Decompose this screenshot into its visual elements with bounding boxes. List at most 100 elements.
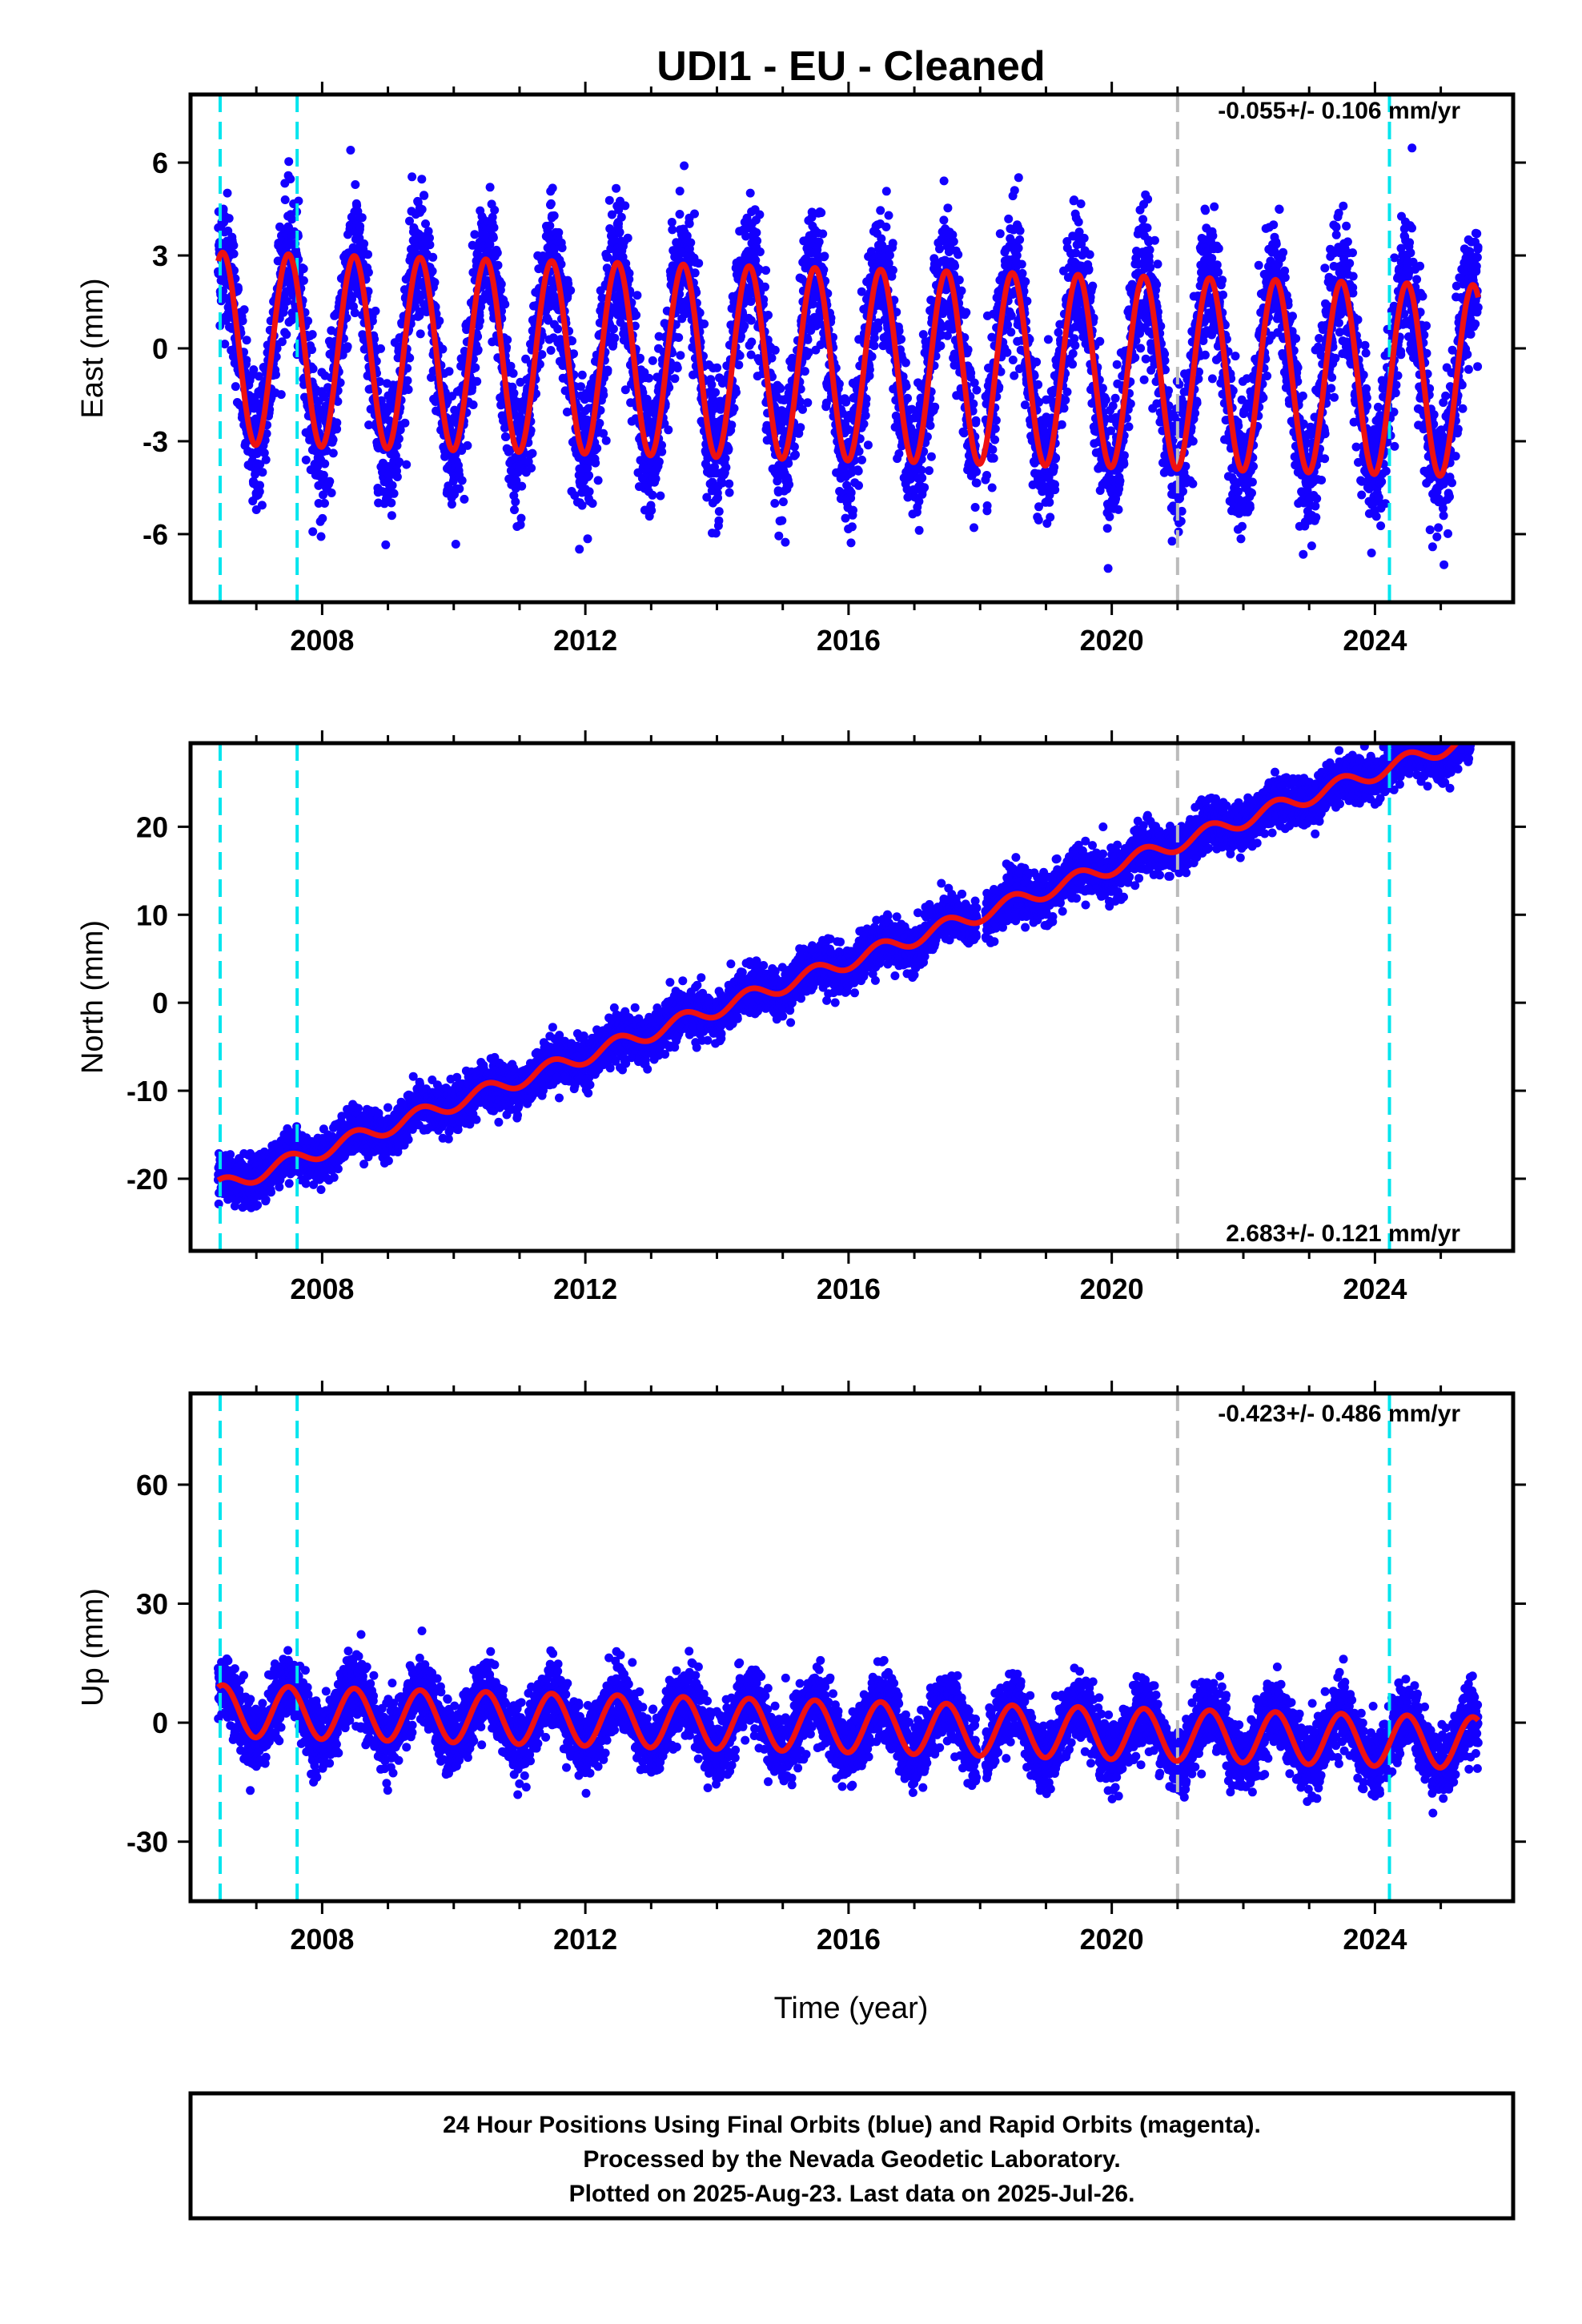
east-point [1002, 348, 1012, 357]
east-point [761, 282, 769, 292]
east-point [963, 345, 973, 355]
east-point [262, 429, 271, 438]
east-point [1095, 336, 1105, 346]
east-point [761, 266, 771, 275]
east-point [463, 440, 472, 450]
east-point [781, 537, 790, 547]
east-point [857, 455, 866, 464]
east-point [888, 239, 897, 248]
east-point [1070, 340, 1080, 350]
east-point [517, 481, 527, 491]
east-point [257, 501, 267, 510]
east-point [392, 440, 402, 450]
east-point [1050, 462, 1059, 472]
east-point [1105, 512, 1114, 521]
east-point [803, 398, 813, 408]
east-point [714, 516, 724, 525]
east-point [280, 195, 290, 204]
east-point [664, 425, 673, 435]
east-point [894, 449, 904, 458]
east-point [473, 332, 483, 341]
east-point [1015, 235, 1025, 244]
east-point [740, 321, 749, 331]
east-point [387, 498, 396, 508]
east-point [1076, 199, 1086, 208]
east-point [654, 457, 664, 467]
east-point [752, 228, 761, 237]
east-point [962, 308, 971, 317]
east-point [690, 209, 699, 219]
east-point [350, 308, 359, 318]
east-point [255, 487, 264, 497]
east-point [1059, 404, 1069, 413]
east-point [320, 499, 329, 508]
east-point [346, 146, 355, 155]
east-point [394, 434, 404, 444]
east-point [1008, 356, 1018, 364]
east-point [224, 214, 234, 223]
east-point [549, 211, 559, 220]
east-point [753, 236, 762, 246]
east-point [987, 483, 997, 493]
east-point [777, 516, 787, 525]
east-point [332, 418, 342, 428]
east-point [685, 219, 694, 228]
east-point [255, 460, 265, 469]
east-point [512, 476, 521, 485]
east-point [803, 335, 813, 344]
east-point [724, 444, 733, 454]
east-point [939, 215, 949, 225]
east-point [501, 432, 511, 441]
east-point [509, 388, 519, 398]
east-point [471, 363, 480, 372]
east-point [381, 540, 391, 549]
east-point [489, 223, 499, 232]
east-point [897, 335, 906, 344]
east-point [667, 218, 677, 227]
east-point [417, 175, 427, 184]
east-point [854, 447, 864, 456]
east-point [392, 472, 402, 481]
east-point [814, 237, 824, 247]
east-point [242, 336, 251, 345]
east-point [259, 448, 269, 458]
east-point [721, 463, 731, 472]
east-point [1088, 281, 1098, 291]
east-point [817, 208, 826, 218]
east-point [657, 447, 667, 456]
east-point [451, 540, 460, 549]
east-point [584, 471, 594, 480]
east-point [847, 522, 857, 532]
east-point [468, 400, 478, 409]
east-point [1057, 420, 1066, 429]
east-point [926, 452, 936, 461]
east-point [591, 458, 600, 468]
east-point [755, 247, 765, 256]
east-point [1006, 328, 1016, 337]
east-point [299, 275, 308, 285]
east-point [284, 157, 294, 167]
east-point [957, 286, 966, 296]
east-point [438, 344, 448, 354]
east-point [714, 507, 724, 517]
east-point [970, 503, 980, 512]
east-point [644, 373, 653, 383]
east-point [1068, 360, 1078, 369]
east-point [575, 545, 584, 554]
east-point [853, 466, 863, 476]
east-point [387, 511, 396, 521]
east-point [888, 265, 897, 275]
east-point [970, 523, 978, 533]
east-point [588, 499, 597, 509]
east-point [869, 333, 879, 343]
east-point [1114, 505, 1123, 514]
east-point [796, 423, 805, 432]
east-point [444, 367, 454, 376]
east-point [488, 233, 498, 243]
east-point [476, 302, 486, 312]
east-point [648, 356, 657, 365]
east-point [548, 183, 557, 193]
east-point [884, 211, 893, 220]
east-point [604, 195, 614, 205]
